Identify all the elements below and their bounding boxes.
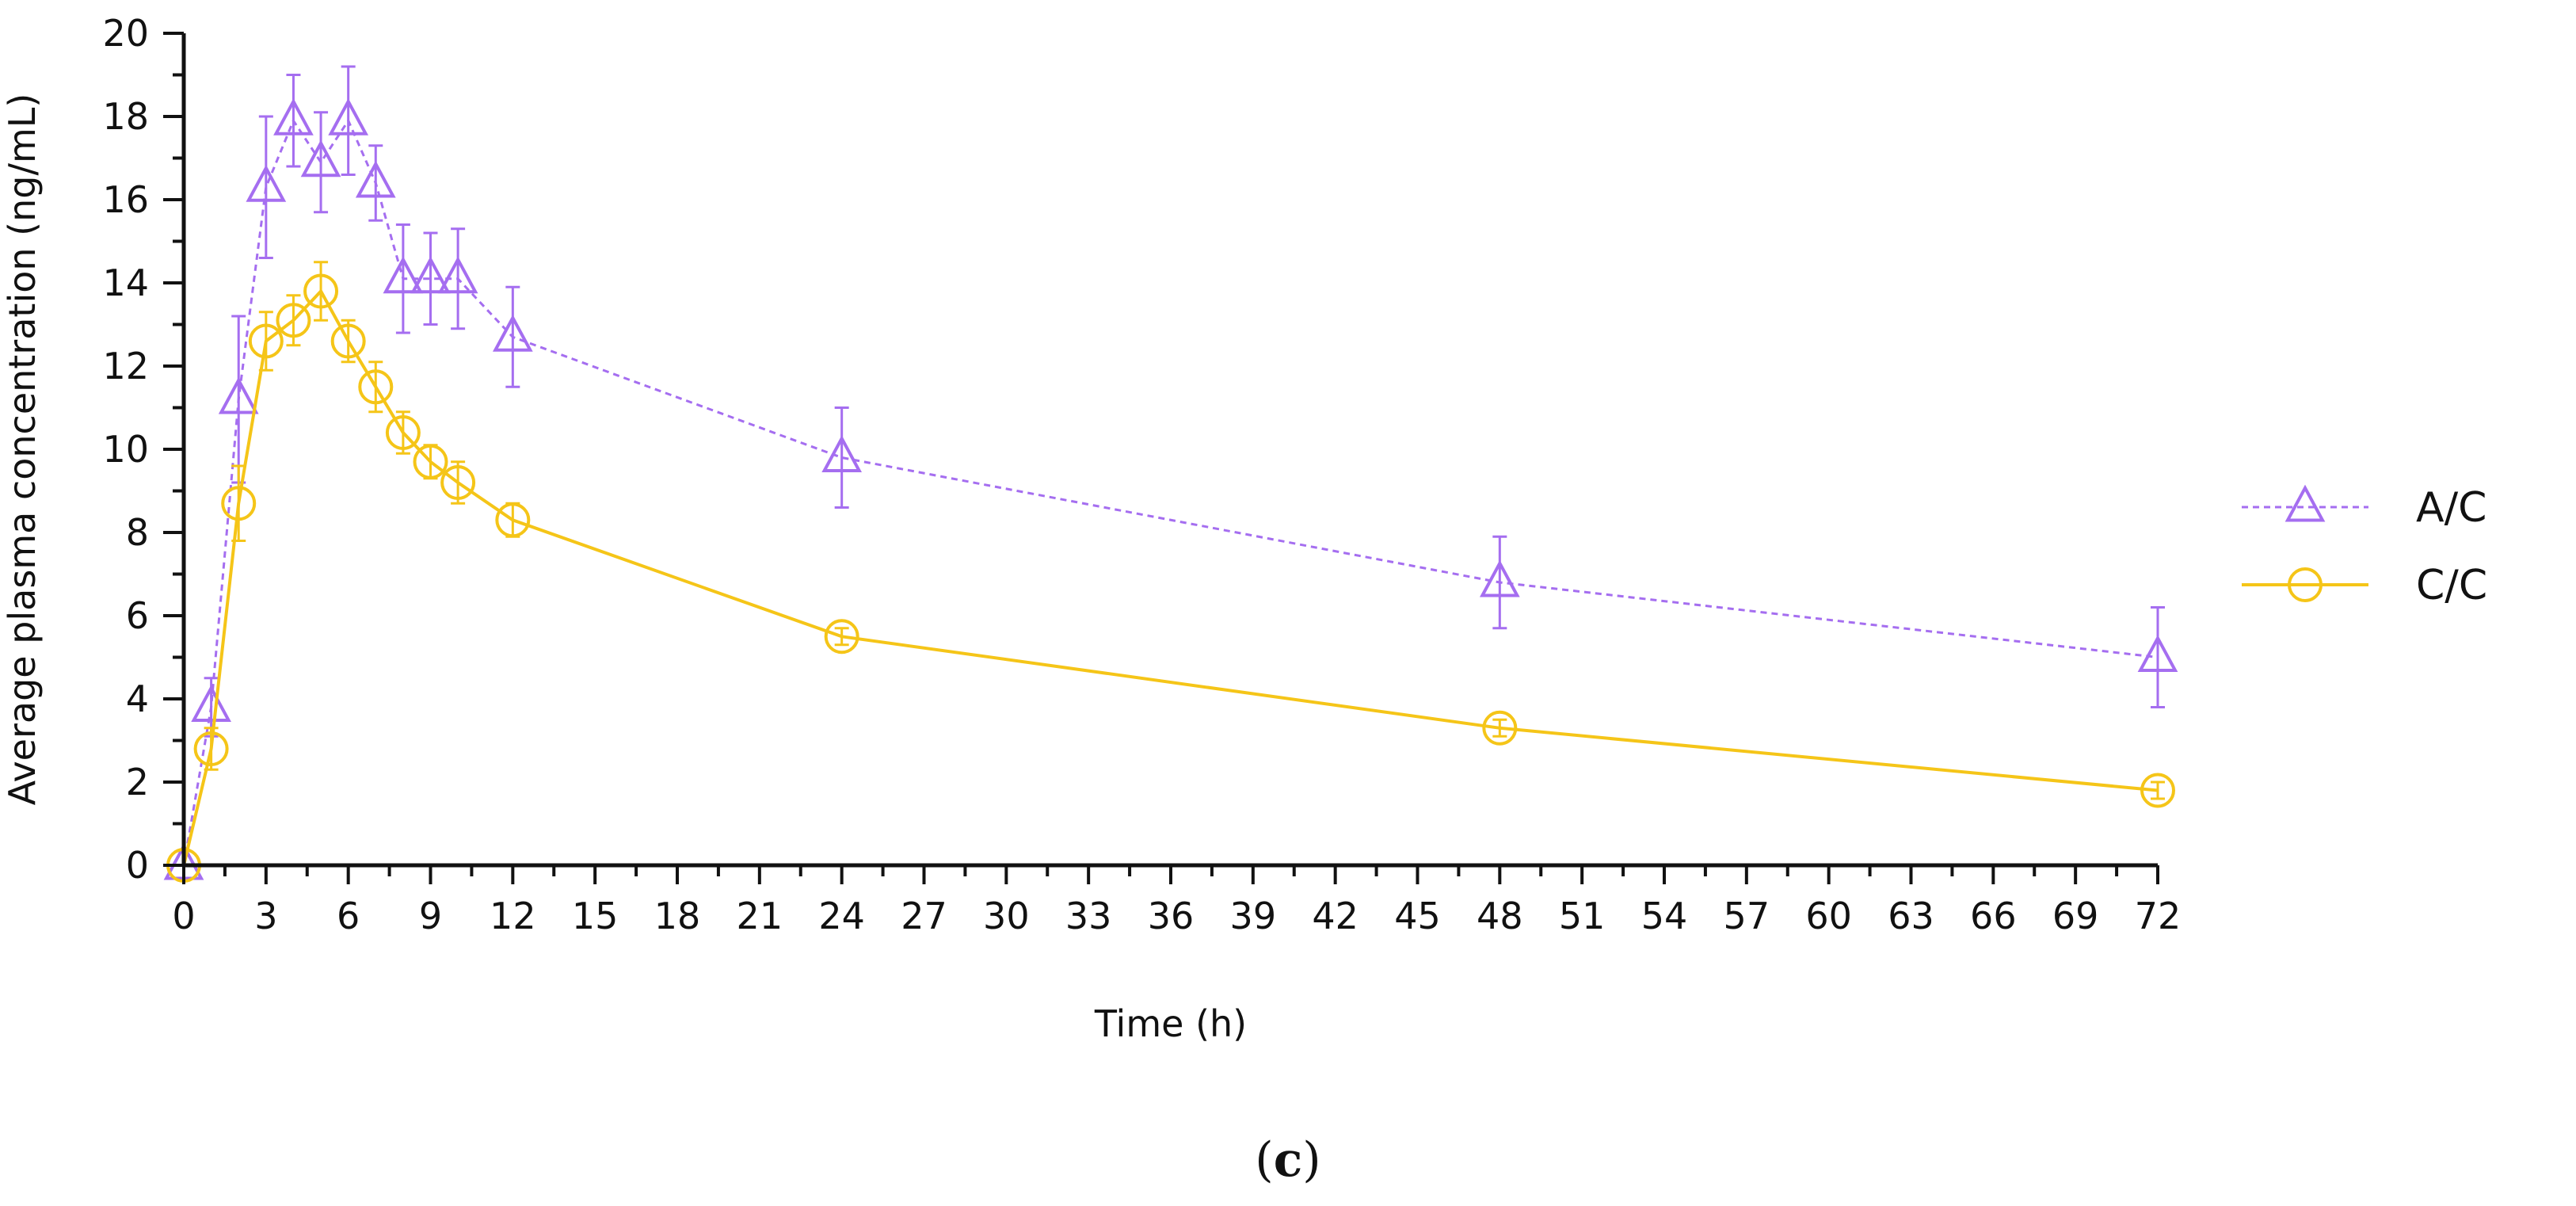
data-point xyxy=(330,323,366,359)
x-tick-label: 33 xyxy=(1065,895,1112,937)
y-tick-label: 14 xyxy=(102,261,149,304)
y-tick-label: 20 xyxy=(102,12,149,55)
caption-open: ( xyxy=(1255,1132,1273,1188)
x-tick-label: 24 xyxy=(818,895,865,937)
y-tick-label: 10 xyxy=(102,428,149,471)
data-point xyxy=(824,619,859,655)
data-point xyxy=(385,415,421,450)
series-line xyxy=(182,288,2159,866)
x-tick-label: 72 xyxy=(2135,895,2182,937)
series-layer xyxy=(163,65,2178,883)
x-tick-label: 42 xyxy=(1312,895,1358,937)
x-tick-label: 0 xyxy=(172,895,195,937)
x-tick-label: 63 xyxy=(1888,895,1934,937)
y-axis-title: Average plasma concentration (ng/mL) xyxy=(1,94,44,806)
x-tick-label: 15 xyxy=(572,895,619,937)
y-tick-label: 6 xyxy=(126,594,149,637)
legend-item-c-c: C/C xyxy=(2242,562,2487,609)
data-point xyxy=(2140,773,2175,808)
series-c-c xyxy=(166,261,2175,883)
x-axis-title: Time (h) xyxy=(1094,1002,1247,1045)
x-tick-label: 66 xyxy=(1970,895,2017,937)
x-tick-label: 6 xyxy=(337,895,360,937)
legend-label: C/C xyxy=(2416,562,2487,609)
x-tick-label: 51 xyxy=(1559,895,1606,937)
data-point xyxy=(2137,635,2178,672)
data-point xyxy=(821,435,863,472)
x-tick-label: 45 xyxy=(1394,895,1441,937)
legend-item-a-c: A/C xyxy=(2242,484,2486,532)
x-tick-label: 3 xyxy=(254,895,277,937)
y-tick-label: 0 xyxy=(126,844,149,887)
data-point xyxy=(413,444,448,479)
legend: A/C C/C xyxy=(2242,484,2487,609)
x-tick-label: 54 xyxy=(1641,895,1688,937)
data-point xyxy=(193,731,229,766)
data-point xyxy=(221,486,257,521)
data-point xyxy=(358,369,394,405)
data-point xyxy=(276,303,311,338)
data-point xyxy=(492,314,533,352)
figure-caption: (c) xyxy=(1255,1132,1320,1188)
y-tick-label: 12 xyxy=(102,345,149,387)
x-tick-label: 69 xyxy=(2052,895,2099,937)
y-tick-label: 4 xyxy=(126,677,149,720)
data-point xyxy=(355,160,396,198)
x-tick-label: 12 xyxy=(490,895,536,937)
x-tick-label: 18 xyxy=(654,895,701,937)
data-point xyxy=(328,97,369,135)
x-tick-label: 9 xyxy=(419,895,442,937)
data-point xyxy=(1479,559,1520,597)
x-tick-label: 27 xyxy=(901,895,947,937)
x-tick-label: 39 xyxy=(1230,895,1277,937)
data-point xyxy=(300,139,341,177)
data-point xyxy=(410,256,451,294)
data-point xyxy=(437,256,478,294)
caption-letter: c xyxy=(1274,1132,1303,1188)
data-point xyxy=(440,465,476,500)
x-tick-label: 48 xyxy=(1477,895,1523,937)
legend-marker xyxy=(2284,484,2326,522)
data-point xyxy=(383,256,424,294)
y-tick-label: 2 xyxy=(126,761,149,803)
data-point xyxy=(273,97,314,135)
y-tick-label: 8 xyxy=(126,511,149,554)
series-line xyxy=(182,118,2159,866)
data-point xyxy=(246,164,287,202)
data-point xyxy=(495,502,531,538)
legend-marker xyxy=(2288,567,2323,602)
x-tick-label: 36 xyxy=(1148,895,1195,937)
data-point xyxy=(248,323,284,359)
x-tick-label: 30 xyxy=(983,895,1030,937)
x-tick-label: 21 xyxy=(737,895,783,937)
y-tick-label: 18 xyxy=(102,95,149,138)
data-point xyxy=(1482,710,1518,746)
data-point xyxy=(191,685,231,722)
data-point xyxy=(218,376,259,414)
data-point xyxy=(303,273,339,309)
legend-label: A/C xyxy=(2416,484,2486,532)
x-tick-label: 60 xyxy=(1805,895,1852,937)
series-a-c xyxy=(163,65,2178,880)
caption-close: ) xyxy=(1302,1132,1320,1188)
axes: 0 3 6 9 12 15 18 21 24 27 30 33 36 39 42 45 48 51 54 57 60 63… xyxy=(102,12,2181,937)
y-tick-label: 16 xyxy=(102,178,149,221)
x-tick-label: 57 xyxy=(1724,895,1770,937)
